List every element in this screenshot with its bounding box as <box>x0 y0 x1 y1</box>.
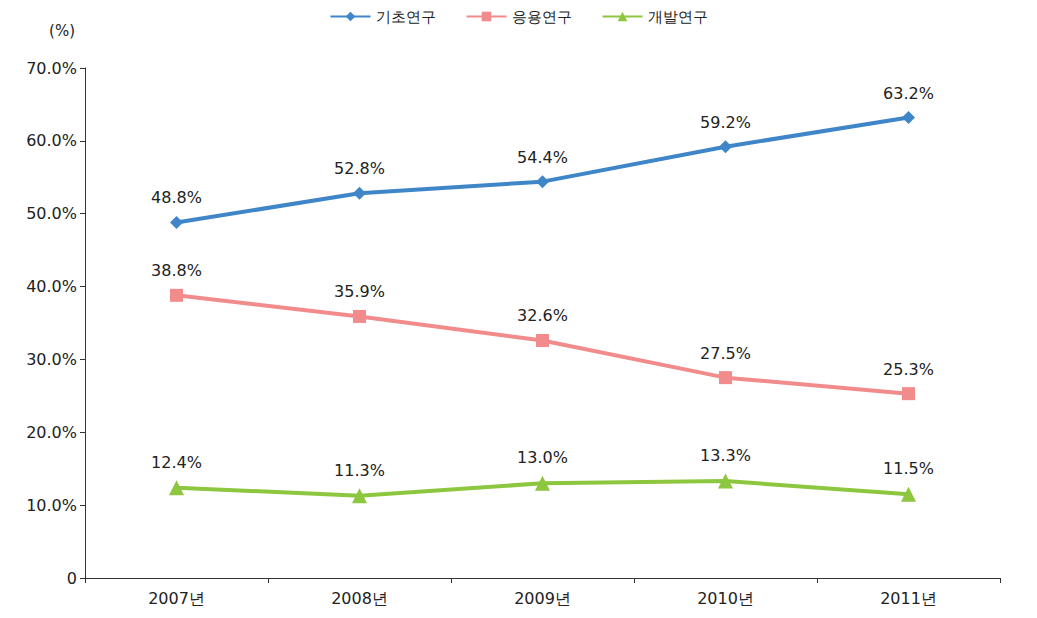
svg-text:60.0%: 60.0% <box>26 131 77 150</box>
svg-text:48.8%: 48.8% <box>151 188 202 207</box>
svg-text:응용연구: 응용연구 <box>512 8 572 26</box>
svg-text:2011년: 2011년 <box>880 589 937 608</box>
svg-text:70.0%: 70.0% <box>26 59 77 78</box>
svg-text:10.0%: 10.0% <box>26 496 77 515</box>
svg-text:32.6%: 32.6% <box>517 306 568 325</box>
svg-text:54.4%: 54.4% <box>517 148 568 167</box>
svg-text:38.8%: 38.8% <box>151 261 202 280</box>
svg-text:20.0%: 20.0% <box>26 423 77 442</box>
svg-text:59.2%: 59.2% <box>700 113 751 132</box>
svg-text:25.3%: 25.3% <box>883 360 934 379</box>
svg-text:11.5%: 11.5% <box>883 459 934 478</box>
svg-text:11.3%: 11.3% <box>334 461 385 480</box>
svg-text:2010년: 2010년 <box>697 589 754 608</box>
svg-text:기초연구: 기초연구 <box>376 8 436 26</box>
svg-text:30.0%: 30.0% <box>26 350 77 369</box>
svg-text:2008년: 2008년 <box>331 589 388 608</box>
svg-text:27.5%: 27.5% <box>700 344 751 363</box>
svg-text:40.0%: 40.0% <box>26 277 77 296</box>
svg-text:52.8%: 52.8% <box>334 159 385 178</box>
svg-text:63.2%: 63.2% <box>883 84 934 103</box>
svg-text:13.0%: 13.0% <box>517 448 568 467</box>
svg-text:(%): (%) <box>49 22 75 40</box>
svg-text:35.9%: 35.9% <box>334 282 385 301</box>
svg-text:50.0%: 50.0% <box>26 204 77 223</box>
svg-text:2007년: 2007년 <box>148 589 205 608</box>
svg-text:13.3%: 13.3% <box>700 446 751 465</box>
svg-text:2009년: 2009년 <box>514 589 571 608</box>
svg-text:개발연구: 개발연구 <box>648 8 708 26</box>
svg-text:0: 0 <box>67 569 77 588</box>
svg-text:12.4%: 12.4% <box>151 453 202 472</box>
